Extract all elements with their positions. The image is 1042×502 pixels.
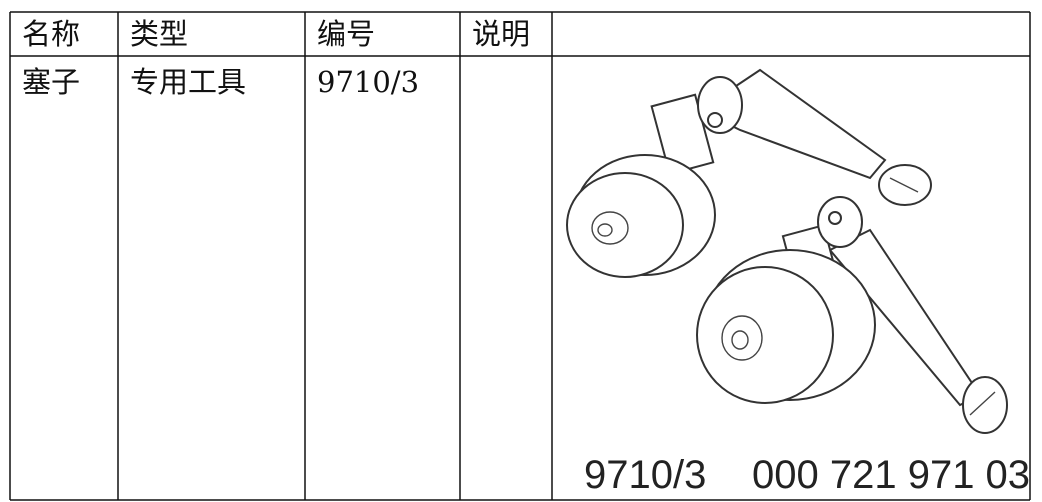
header-cell: 说明	[472, 17, 530, 51]
tool-illustration	[566, 68, 1008, 434]
image-caption: 000 721 971 03	[752, 453, 1030, 497]
cell: 专用工具	[130, 65, 246, 99]
cell: 9710/3	[317, 65, 419, 99]
header-cell: 编号	[317, 17, 375, 51]
header-cell: 类型	[130, 17, 188, 51]
table-borders	[9, 11, 1031, 501]
image-caption: 9710/3	[584, 453, 706, 497]
cell: 塞子	[22, 65, 80, 99]
header-cell: 名称	[22, 17, 80, 51]
